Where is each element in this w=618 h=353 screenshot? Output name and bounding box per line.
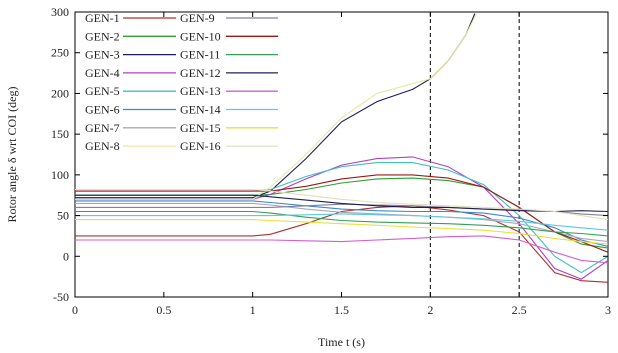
legend-label: GEN-7 bbox=[85, 121, 120, 135]
legend-label: GEN-13 bbox=[180, 84, 221, 98]
legend-entry-gen-7: GEN-7 bbox=[85, 121, 176, 135]
legend-label: GEN-3 bbox=[85, 48, 120, 62]
y-tick-label: 50 bbox=[57, 209, 69, 223]
legend: GEN-1 GEN-2 GEN-3 GEN-4 GEN-5 GEN-6 GEN-7 GEN-8… bbox=[85, 11, 278, 153]
x-tick-label: 2.5 bbox=[512, 303, 527, 317]
x-tick-label: 1 bbox=[250, 303, 256, 317]
x-tick-label: 1.5 bbox=[334, 303, 349, 317]
x-tick-label: 2 bbox=[427, 303, 433, 317]
series-line-gen-4 bbox=[75, 156, 608, 280]
legend-entry-gen-3: GEN-3 bbox=[85, 48, 176, 62]
legend-entry-gen-8: GEN-8 bbox=[85, 139, 176, 153]
series-line-gen-14 bbox=[75, 213, 608, 231]
legend-entry-gen-1: GEN-1 bbox=[85, 11, 176, 25]
legend-entry-gen-10: GEN-10 bbox=[180, 29, 278, 43]
y-tick-label: 150 bbox=[51, 127, 69, 141]
series-line-gen-1 bbox=[75, 205, 608, 283]
legend-label: GEN-4 bbox=[85, 66, 120, 80]
legend-label: GEN-2 bbox=[85, 29, 120, 43]
x-tick-label: 3 bbox=[605, 303, 611, 317]
legend-label: GEN-14 bbox=[180, 103, 221, 117]
y-tick-label: 200 bbox=[51, 86, 69, 100]
legend-entry-gen-9: GEN-9 bbox=[180, 11, 278, 25]
legend-label: GEN-16 bbox=[180, 139, 221, 153]
legend-entry-gen-6: GEN-6 bbox=[85, 103, 176, 117]
y-tick-label: -50 bbox=[53, 290, 69, 304]
legend-entry-gen-14: GEN-14 bbox=[180, 103, 278, 117]
series-line-gen-5 bbox=[75, 162, 608, 274]
legend-entry-gen-16: GEN-16 bbox=[180, 139, 278, 153]
y-tick-label: 100 bbox=[51, 168, 69, 182]
legend-label: GEN-11 bbox=[180, 48, 220, 62]
legend-label: GEN-9 bbox=[180, 11, 215, 25]
legend-entry-gen-2: GEN-2 bbox=[85, 29, 176, 43]
series-lines bbox=[75, 13, 608, 283]
legend-label: GEN-12 bbox=[180, 66, 221, 80]
series-line-gen-13 bbox=[75, 235, 608, 264]
legend-label: GEN-15 bbox=[180, 121, 221, 135]
series-line-gen-6 bbox=[75, 200, 608, 248]
series-line-gen-11 bbox=[75, 210, 608, 237]
x-tick-label: 0.5 bbox=[156, 303, 171, 317]
legend-entry-gen-4: GEN-4 bbox=[85, 66, 176, 80]
x-tick-label: 0 bbox=[72, 303, 78, 317]
legend-label: GEN-8 bbox=[85, 139, 120, 153]
legend-entry-gen-12: GEN-12 bbox=[180, 66, 278, 80]
y-tick-label: 300 bbox=[51, 5, 69, 19]
legend-label: GEN-6 bbox=[85, 103, 120, 117]
legend-label: GEN-5 bbox=[85, 84, 120, 98]
legend-entry-gen-11: GEN-11 bbox=[180, 48, 278, 62]
x-axis-ticks: 0 0.5 1 1.5 2 2.5 3 bbox=[72, 12, 611, 317]
legend-label: GEN-10 bbox=[180, 29, 221, 43]
legend-entry-gen-5: GEN-5 bbox=[85, 84, 176, 98]
y-tick-label: 250 bbox=[51, 46, 69, 60]
x-axis-label: Time t (s) bbox=[318, 335, 365, 349]
series-line-gen-16 bbox=[75, 188, 608, 221]
legend-label: GEN-1 bbox=[85, 11, 120, 25]
y-axis-ticks: -50 0 50 100 150 200 250 300 bbox=[51, 5, 608, 304]
series-line-gen-15 bbox=[75, 219, 608, 245]
legend-entry-gen-13: GEN-13 bbox=[180, 84, 278, 98]
reference-lines bbox=[429, 12, 520, 297]
legend-entry-gen-15: GEN-15 bbox=[180, 121, 278, 135]
y-tick-label: 0 bbox=[63, 249, 69, 263]
series-line-gen-8 bbox=[75, 13, 477, 200]
series-line-gen-3 bbox=[75, 13, 476, 199]
y-axis-label: Rotor angle δ wrt COI (deg) bbox=[5, 87, 19, 223]
